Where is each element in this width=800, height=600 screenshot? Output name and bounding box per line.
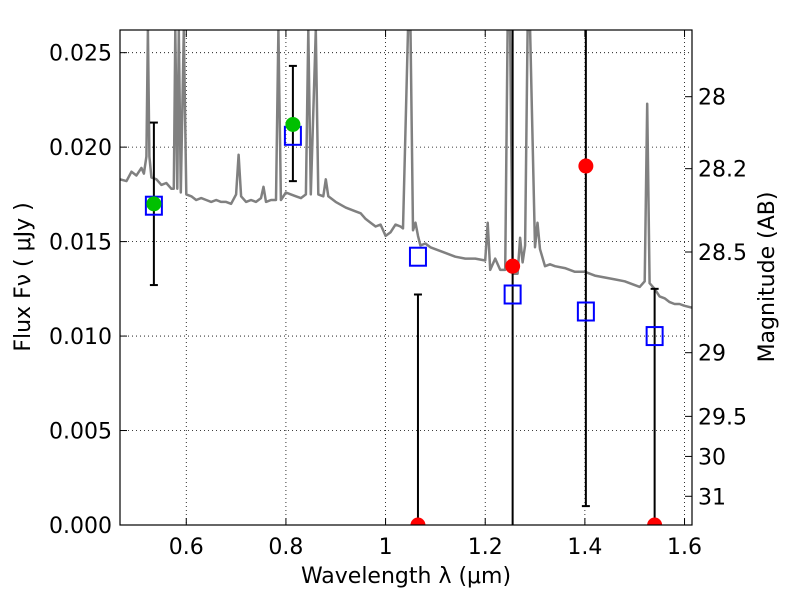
observed-nondetection-point bbox=[578, 158, 594, 174]
observed-nondetection-point bbox=[410, 517, 426, 525]
x-tick-label: 1.2 bbox=[468, 535, 503, 560]
observed-nondetection-point bbox=[505, 258, 521, 274]
mag-tick-label: 28.5 bbox=[698, 241, 747, 266]
model-photometry-square bbox=[576, 301, 595, 322]
model-photometry-square bbox=[503, 284, 522, 305]
x-tick-label: 1.4 bbox=[567, 535, 602, 560]
y-tick-labels: 0.000 0.005 0.010 0.015 0.020 0.025 bbox=[49, 42, 112, 539]
observed-detection-point bbox=[146, 196, 162, 212]
mag-tick-label: 30 bbox=[698, 445, 726, 470]
y2-axis-label-text: Magnitude (AB) bbox=[755, 192, 780, 363]
observed-detection-point bbox=[285, 116, 301, 132]
plot-frame bbox=[119, 29, 693, 526]
y2-axis-label: Magnitude (AB) bbox=[755, 192, 780, 363]
axis-ticks bbox=[120, 30, 692, 526]
x-tick-label: 1.6 bbox=[667, 535, 702, 560]
model-sed-line bbox=[120, 30, 692, 309]
model-photometry-square bbox=[408, 246, 427, 267]
y-tick-label: 0.005 bbox=[49, 420, 112, 445]
y-axis-label: Flux Fν ( μJy ) bbox=[11, 202, 36, 351]
observed-nondetection-point bbox=[647, 517, 663, 525]
y-tick-label: 0.020 bbox=[49, 136, 112, 161]
x-tick-labels: 0.6 0.8 1 1.2 1.4 1.6 bbox=[169, 535, 702, 560]
y-tick-label: 0.010 bbox=[49, 325, 112, 350]
plot-area bbox=[120, 30, 692, 525]
mag-tick-label: 28.2 bbox=[698, 158, 747, 183]
mag-tick-label: 29.5 bbox=[698, 405, 747, 430]
x-axis-label: Wavelength λ (μm) bbox=[301, 564, 511, 589]
magnitude-tick-labels: 28 28.2 28.5 29 29.5 30 31 bbox=[698, 86, 747, 511]
y-axis-label-text: Flux Fν ( μJy ) bbox=[11, 202, 36, 351]
mag-tick-label: 29 bbox=[698, 342, 726, 367]
model-photometry-square bbox=[645, 326, 664, 347]
y-tick-label: 0.015 bbox=[49, 231, 112, 256]
mag-tick-label: 28 bbox=[698, 86, 726, 111]
x-tick-label: 0.6 bbox=[169, 535, 204, 560]
x-tick-label: 0.8 bbox=[268, 535, 303, 560]
mag-tick-label: 31 bbox=[698, 485, 726, 510]
y-tick-label: 0.000 bbox=[49, 514, 112, 539]
x-tick-label: 1 bbox=[379, 535, 393, 560]
x-axis-label-text: Wavelength λ (μm) bbox=[301, 564, 511, 589]
y-tick-label: 0.025 bbox=[49, 42, 112, 67]
